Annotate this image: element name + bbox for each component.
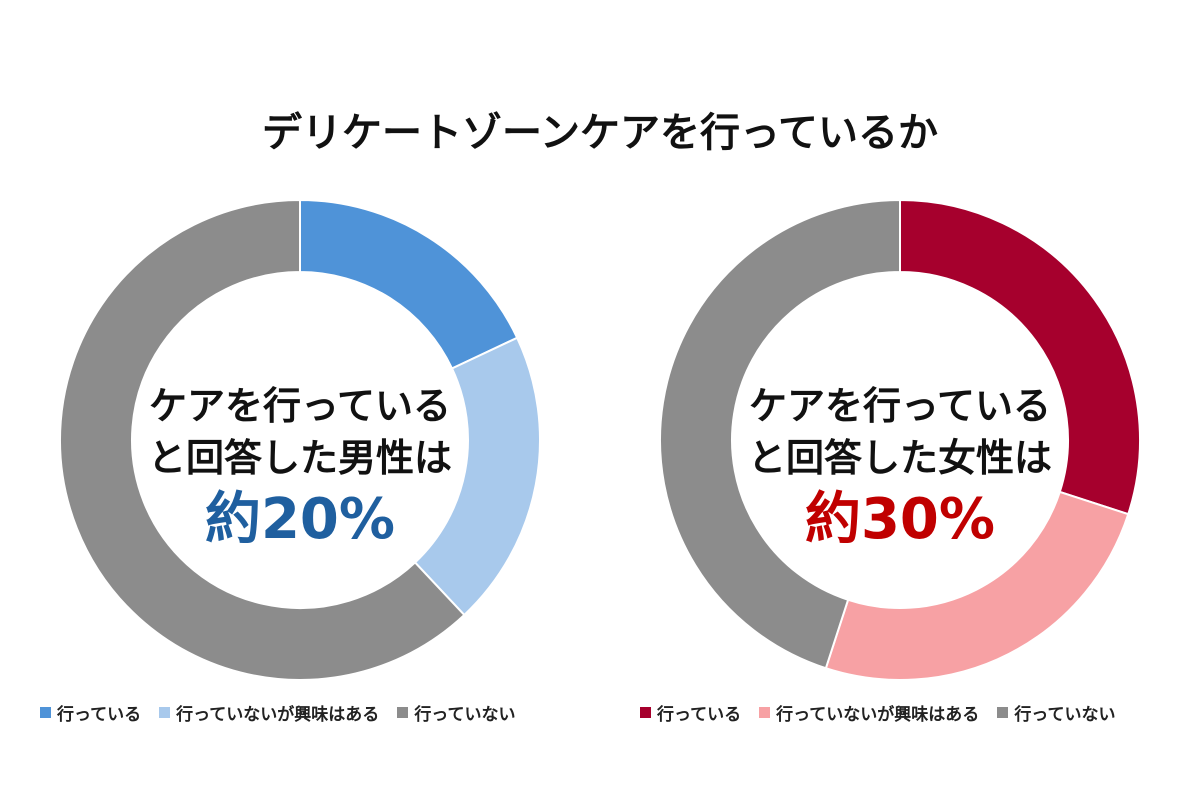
donut-slice-3: [659, 198, 901, 670]
donut-center-female: ケアを行っている と回答した女性は 約30%: [700, 380, 1100, 556]
donut-chart-female: [659, 198, 1142, 682]
center-line-1: ケアを行っている: [748, 384, 1052, 428]
legend-item: 行っている: [40, 700, 141, 725]
donut-slice-1: [299, 198, 519, 370]
legend-swatch: [397, 706, 409, 718]
legend-label: 行っていないが興味はある: [776, 704, 980, 725]
donut-slice-3: [59, 198, 466, 681]
center-line-2: と回答した男性は: [147, 436, 452, 480]
legend-item: 行っている: [640, 700, 741, 725]
center-line-1: ケアを行っている: [148, 384, 452, 428]
legend-label: 行っていない: [414, 704, 516, 725]
donut-center-male: ケアを行っている と回答した男性は 約20%: [100, 380, 500, 556]
legend-swatch: [159, 706, 171, 718]
center-percentage: 約30%: [804, 487, 996, 552]
donut-slice-2: [824, 490, 1130, 682]
legend-item: 行っていないが興味はある: [159, 700, 379, 725]
legend-label: 行っている: [57, 704, 142, 725]
center-percentage: 約20%: [204, 487, 396, 552]
legend-label: 行っていない: [1014, 704, 1116, 725]
legend-item: 行っていない: [997, 700, 1115, 725]
legend-item: 行っていない: [397, 700, 515, 725]
legend-swatch: [759, 706, 771, 718]
legend-female: 行っている 行っていないが興味はある 行っていない: [640, 700, 1115, 725]
legend-swatch: [40, 706, 51, 718]
legend-swatch: [997, 706, 1009, 718]
legend-item: 行っていないが興味はある: [759, 700, 979, 725]
chart-title: デリケートゾーンケアを行っているか: [262, 110, 938, 156]
center-line-2: と回答した女性は: [747, 436, 1052, 480]
donut-chart-male: [59, 198, 541, 681]
legend-swatch: [640, 706, 651, 718]
legend-label: 行っていないが興味はある: [176, 704, 380, 725]
donut-slice-1: [899, 198, 1142, 516]
legend-male: 行っている 行っていないが興味はある 行っていない: [40, 700, 515, 725]
legend-label: 行っている: [657, 704, 742, 725]
